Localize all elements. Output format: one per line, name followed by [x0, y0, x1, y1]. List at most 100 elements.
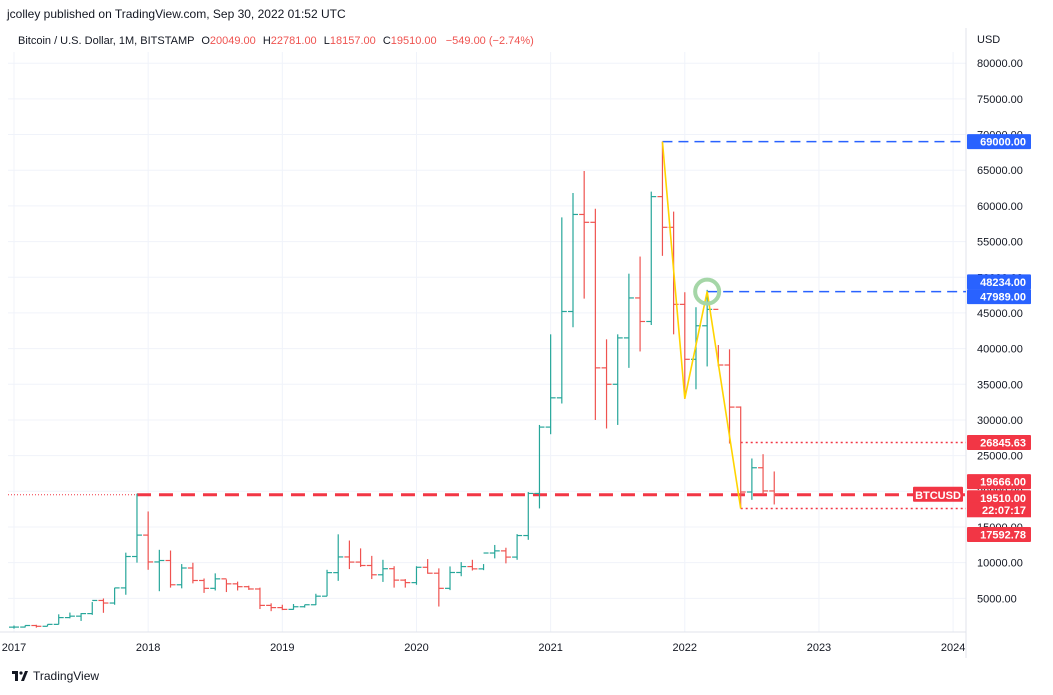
ohlc-bar — [76, 612, 87, 621]
ohlc-bars — [9, 141, 780, 629]
ohlc-bar — [154, 549, 165, 592]
x-tick-label: 2022 — [673, 642, 697, 654]
ohlc-bar — [131, 493, 142, 563]
chart-grid — [0, 28, 967, 658]
ohlc-bar — [411, 566, 422, 585]
ohlc-bar — [534, 424, 545, 509]
ohlc-bar — [545, 334, 556, 435]
y-tick-label: 25000.00 — [977, 451, 1023, 463]
ohlc-bar — [333, 534, 344, 581]
ohlc-bar — [176, 564, 187, 589]
ohlc-bar — [612, 334, 623, 425]
y-tick-label: 60000.00 — [977, 201, 1023, 213]
y-tick-label: 80000.00 — [977, 58, 1023, 70]
price-tag-label: 17592.78 — [980, 529, 1026, 541]
tradingview-footer[interactable]: TradingView — [12, 669, 99, 683]
ohlc-bar — [500, 547, 511, 564]
ohlc-bar — [389, 566, 400, 588]
ohlc-bar — [433, 568, 444, 607]
countdown-label: 22:07:17 — [982, 505, 1026, 517]
ohlc-bar — [64, 612, 75, 619]
ohlc-bar — [210, 573, 221, 591]
price-tag: 17592.78 — [967, 526, 1031, 542]
ohlc-bar — [120, 552, 131, 595]
ohlc-bar — [165, 550, 176, 588]
price-tag-bg — [967, 274, 1031, 290]
ohlc-bar — [344, 540, 355, 570]
ohlc-bar — [20, 624, 31, 628]
ohlc-bar — [322, 569, 333, 597]
ohlc-bar — [187, 562, 198, 584]
ohlc-bar — [657, 141, 668, 256]
ohlc-bar — [523, 492, 534, 540]
open-value: 20049.00 — [209, 35, 256, 47]
ohlc-bar — [232, 581, 243, 591]
price-tag: 19510.00 — [967, 490, 1031, 506]
close-label: C — [382, 35, 391, 47]
symbol-title[interactable]: Bitcoin / U.S. Dollar, 1M, BITSTAMP — [18, 35, 195, 47]
price-tag: 69000.00 — [967, 134, 1031, 150]
highlight-circle — [693, 277, 722, 306]
price-tags: 69000.00 48234.00 47989.00 26845.63 19666.00… — [913, 134, 1031, 542]
price-tag: 48234.00 — [967, 274, 1031, 290]
y-tick-label: 10000.00 — [977, 558, 1023, 570]
ohlc-bar — [746, 458, 757, 500]
ohlc-bar — [31, 624, 42, 628]
symbol-tag-bg — [913, 486, 963, 502]
ohlc-bar — [53, 614, 64, 625]
ohlc-bar — [512, 534, 523, 560]
ohlc-bar — [266, 603, 277, 612]
ohlc-bar — [579, 170, 590, 299]
ohlc-bar — [299, 604, 310, 608]
zigzag-line — [661, 141, 742, 509]
high-label: H — [262, 35, 271, 47]
close-value: 19510.00 — [390, 35, 437, 47]
ohlc-bar — [143, 511, 154, 570]
change-value: −549.00 (−2.74%) — [445, 35, 534, 47]
ohlc-bar — [646, 191, 657, 326]
ohlc-bar — [724, 349, 735, 444]
y-tick-label: 75000.00 — [977, 94, 1023, 106]
price-tag-bg — [967, 490, 1031, 506]
ohlc-bar — [199, 578, 210, 593]
ohlc-bar — [758, 454, 769, 495]
y-tick-label: 40000.00 — [977, 344, 1023, 356]
x-tick-label: 2018 — [136, 642, 160, 654]
ohlc-bar — [422, 559, 433, 574]
y-tick-label: 30000.00 — [977, 415, 1023, 427]
price-tag-label: 47989.00 — [980, 292, 1026, 304]
price-tag: 19666.00 — [967, 474, 1031, 490]
ohlc-bar — [310, 593, 321, 606]
price-tag-label: 26845.63 — [980, 437, 1026, 449]
symbol-legend: Bitcoin / U.S. Dollar, 1M, BITSTAMP O200… — [18, 35, 534, 47]
last-price-tag: BTCUSD 22:07:17 — [913, 486, 1031, 518]
time-axis: 2017 2018 2019 2020 2021 2022 2023 2024 — [2, 642, 966, 654]
ohlc-bar — [277, 604, 288, 611]
ohlc-bar — [288, 604, 299, 610]
price-tag-bg — [967, 434, 1031, 450]
y-tick-label: 55000.00 — [977, 237, 1023, 249]
price-tag-label: 69000.00 — [980, 137, 1026, 149]
y-tick-label: 35000.00 — [977, 379, 1023, 391]
x-tick-label: 2020 — [404, 642, 428, 654]
tradingview-logo-icon — [12, 670, 28, 682]
x-tick-label: 2023 — [807, 642, 831, 654]
open-label: O — [201, 35, 210, 47]
x-tick-label: 2024 — [941, 642, 965, 654]
ohlc-bar — [98, 598, 109, 613]
x-tick-label: 2021 — [538, 642, 562, 654]
ohlc-bar — [445, 566, 456, 591]
ohlc-bar — [769, 471, 780, 505]
ohlc-bar — [489, 544, 500, 559]
ohlc-bar — [478, 552, 489, 571]
ohlc-bar — [42, 623, 53, 627]
symbol-tag-label: BTCUSD — [915, 490, 961, 502]
ohlc-bar — [9, 625, 19, 629]
price-levels — [8, 140, 966, 510]
price-tag-bg — [967, 289, 1031, 305]
ohlc-bar — [366, 555, 377, 580]
ohlc-bar — [456, 562, 467, 577]
y-tick-label: 45000.00 — [977, 308, 1023, 320]
ohlc-bar — [735, 406, 746, 509]
